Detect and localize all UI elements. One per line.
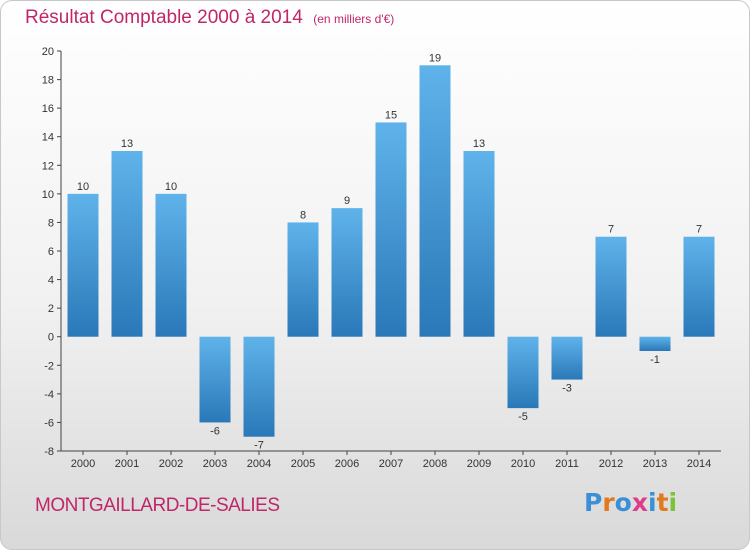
bar-2008 (419, 65, 451, 337)
bar-2013 (639, 336, 671, 351)
data-label-2014: 7 (696, 224, 702, 236)
data-label-2011: -3 (562, 383, 572, 395)
x-tick-label: 2007 (379, 458, 403, 470)
data-label-2012: 7 (608, 224, 614, 236)
bar-2005 (287, 222, 319, 337)
x-tick-label: 2000 (71, 458, 95, 470)
x-tick-label: 2008 (423, 458, 447, 470)
bar-2007 (375, 122, 407, 337)
y-tick-label: 8 (48, 217, 54, 229)
y-tick-label: -2 (44, 360, 54, 372)
x-tick-label: 2011 (555, 458, 579, 470)
place-name: MONTGAILLARD-DE-SALIES (35, 495, 280, 516)
y-tick-label: 2 (48, 303, 54, 315)
data-label-2010: -5 (518, 411, 528, 423)
title-text: Résultat Comptable 2000 à 2014 (25, 7, 303, 28)
x-tick-label: 2013 (643, 458, 667, 470)
data-label-2005: 8 (300, 209, 306, 221)
data-label-2003: -6 (210, 425, 220, 437)
bar-2000 (67, 193, 99, 337)
y-tick-label: 20 (42, 46, 54, 58)
y-tick-label: 10 (42, 189, 54, 201)
y-tick-label: 14 (42, 132, 54, 144)
bar-2002 (155, 193, 187, 337)
x-tick-label: 2001 (115, 458, 139, 470)
data-label-2001: 13 (121, 138, 133, 150)
y-tick-label: 18 (42, 75, 54, 87)
logo-letter: o (614, 488, 632, 517)
chart-bars (67, 65, 715, 437)
logo-letter: P (584, 488, 603, 517)
bar-2010 (507, 336, 539, 409)
data-label-2008: 19 (429, 52, 441, 64)
bar-2014 (683, 236, 715, 337)
y-tick-label: 12 (42, 160, 54, 172)
bar-2009 (463, 151, 495, 337)
bar-2004 (243, 336, 275, 437)
y-tick-label: -6 (44, 417, 54, 429)
x-tick-label: 2006 (335, 458, 359, 470)
chart-title: Résultat Comptable 2000 à 2014 (en milli… (25, 7, 394, 29)
logo-letter: r (602, 488, 615, 517)
logo-letter: i (668, 488, 678, 517)
x-tick-label: 2004 (247, 458, 271, 470)
data-label-2002: 10 (165, 181, 177, 193)
logo-letter: i (648, 488, 657, 517)
y-tick-label: 4 (48, 275, 54, 287)
y-tick-label: 0 (48, 332, 54, 344)
bar-2012 (595, 236, 627, 337)
bar-2006 (331, 208, 363, 337)
title-unit: (en milliers d'€) (313, 12, 395, 26)
x-tick-label: 2010 (511, 458, 535, 470)
data-label-2007: 15 (385, 109, 397, 121)
proxiti-logo: Proxiti (584, 488, 677, 517)
x-tick-label: 2009 (467, 458, 491, 470)
y-tick-label: -8 (44, 446, 54, 458)
bar-2011 (551, 336, 583, 380)
bar-2003 (199, 336, 231, 423)
x-tick-label: 2014 (687, 458, 711, 470)
data-label-2009: 13 (473, 138, 485, 150)
data-label-2006: 9 (344, 195, 350, 207)
bar-2001 (111, 151, 143, 337)
logo-letter: x (631, 488, 648, 517)
y-tick-label: 16 (42, 103, 54, 115)
data-label-2000: 10 (77, 181, 89, 193)
chart-data-labels: 10 13 10 -6 -7 8 9 15 19 13 -5 -3 7 -1 7 (77, 52, 702, 451)
logo-letter: t (656, 488, 669, 517)
data-label-2013: -1 (650, 354, 660, 366)
chart-axes: -8 -6 -4 -2 0 2 4 6 8 10 12 14 16 18 20 2000 2001 2002 200… (42, 46, 721, 470)
x-tick-label: 2002 (159, 458, 183, 470)
x-tick-label: 2012 (599, 458, 623, 470)
x-tick-label: 2003 (203, 458, 227, 470)
y-tick-label: -4 (44, 389, 54, 401)
y-tick-label: 6 (48, 246, 54, 258)
data-label-2004: -7 (254, 440, 264, 452)
x-tick-label: 2005 (291, 458, 315, 470)
